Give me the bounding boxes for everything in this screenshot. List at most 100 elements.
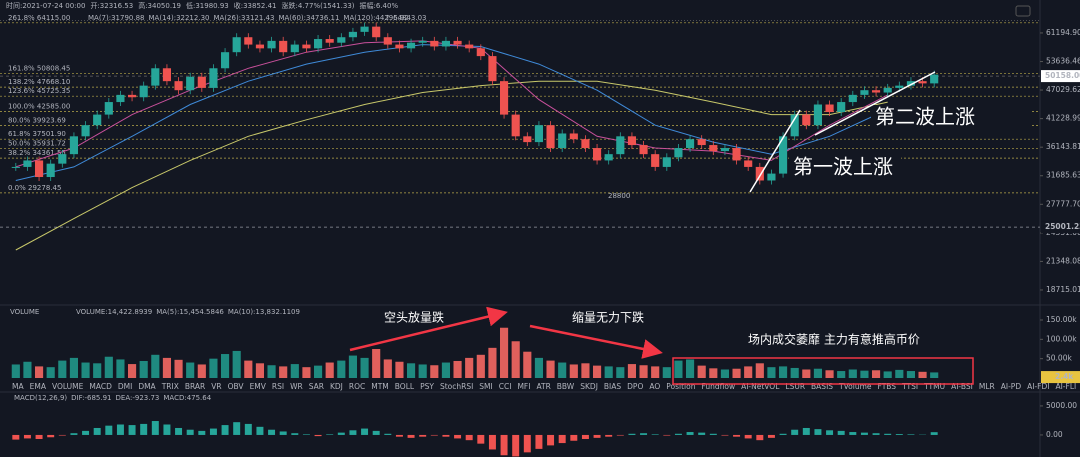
macd-legend: DIF:-685.91	[71, 394, 111, 402]
indicator-tab[interactable]: Position	[666, 382, 695, 391]
indicator-tab[interactable]: CCI	[499, 382, 512, 391]
candle	[778, 136, 788, 174]
volume-bar	[558, 362, 567, 378]
indicator-tab[interactable]: FTBS	[878, 382, 897, 391]
candle	[744, 160, 753, 167]
indicator-tab[interactable]: AO	[649, 382, 660, 391]
volume-bar	[81, 362, 90, 378]
macd-bar	[651, 434, 659, 435]
candle	[662, 157, 671, 167]
indicator-tab[interactable]: WR	[290, 382, 303, 391]
macd-bar	[686, 432, 694, 435]
y-tick-label: 21348.08	[1046, 256, 1080, 265]
indicator-tab[interactable]: TTSI	[901, 382, 918, 391]
candle	[581, 139, 590, 149]
macd-bar	[93, 427, 101, 435]
macd-bar	[12, 434, 20, 440]
volume-bar	[11, 364, 20, 378]
indicator-tab[interactable]: BRAR	[185, 382, 205, 391]
indicator-tab[interactable]: OBV	[228, 382, 245, 391]
candle	[837, 102, 846, 113]
candle	[372, 26, 381, 38]
indicator-tab[interactable]: TVolume	[838, 382, 872, 391]
volume-bar	[871, 370, 881, 378]
ma-legend: MA(26):33121.43	[213, 14, 274, 22]
ma-legend: MA(7):31790.88	[88, 14, 145, 22]
macd-bar	[70, 433, 78, 435]
candle	[220, 52, 230, 69]
indicator-tab[interactable]: AI-FDI	[1027, 382, 1049, 391]
volume-bar	[23, 361, 32, 378]
indicator-tab[interactable]: BIAS	[604, 382, 621, 391]
indicator-tab[interactable]: PSY	[420, 382, 434, 391]
indicator-tab[interactable]: SAR	[309, 382, 324, 391]
macd-bar	[465, 434, 473, 441]
indicator-tab[interactable]: KDJ	[330, 382, 343, 391]
indicator-tab[interactable]: BBW	[557, 382, 575, 391]
macd-bar	[767, 434, 775, 438]
indicator-tab[interactable]: MACD	[89, 382, 112, 391]
macd-bar	[779, 433, 787, 435]
candle	[441, 40, 451, 47]
indicator-tab[interactable]: EMV	[250, 382, 267, 391]
macd-bar	[895, 434, 903, 435]
candle	[848, 94, 857, 103]
macd-bar	[884, 433, 892, 435]
candle	[674, 148, 683, 158]
indicator-tab[interactable]: LSUR	[785, 382, 805, 391]
fib-label: 61.8% 37501.90	[8, 130, 66, 138]
annotation-bg	[871, 105, 1031, 131]
volume-bar	[337, 360, 346, 378]
volume-bar	[662, 367, 671, 378]
indicator-tab[interactable]: Fundflow	[701, 382, 735, 391]
indicator-tab[interactable]: EMA	[30, 382, 47, 391]
macd-bar	[640, 433, 648, 435]
fib-label: 50.0% 35931.72	[8, 139, 66, 147]
indicator-tab[interactable]: DPO	[627, 382, 643, 391]
indicator-tab[interactable]: SMI	[479, 382, 492, 391]
indicator-tab[interactable]: VR	[211, 382, 221, 391]
indicator-tab[interactable]: ROC	[349, 382, 365, 391]
macd-bar	[82, 430, 90, 435]
volume-bar	[139, 360, 148, 378]
candle	[488, 56, 497, 82]
indicator-tab[interactable]: StochRSI	[440, 382, 473, 391]
indicator-tab[interactable]: BASIS	[811, 382, 833, 391]
macd-bar	[930, 432, 938, 435]
indicator-tab[interactable]: ATR	[536, 382, 550, 391]
candle	[69, 136, 79, 155]
fib-label: 100.0% 42585.00	[8, 103, 70, 111]
volume-bar	[46, 367, 55, 378]
macd-bar	[256, 426, 264, 435]
volume-bar	[162, 357, 172, 378]
indicator-tab[interactable]: MFI	[517, 382, 530, 391]
candle	[325, 39, 334, 43]
candle	[360, 26, 369, 32]
indicator-tab[interactable]: AI-FLI	[1055, 382, 1076, 391]
y-tick-label: 31685.63	[1046, 171, 1080, 180]
candle	[116, 94, 125, 103]
indicator-tab[interactable]: AI-BSI	[951, 382, 973, 391]
indicator-tab[interactable]: VOLUME	[52, 382, 84, 391]
indicator-tab[interactable]: SKDJ	[580, 382, 598, 391]
indicator-tab[interactable]: DMA	[138, 382, 156, 391]
indicator-tab[interactable]: MA	[12, 382, 24, 391]
indicator-tab[interactable]: DMI	[118, 382, 132, 391]
indicator-tab[interactable]: AI-NetVOL	[741, 382, 780, 391]
indicator-tab[interactable]: TRIX	[161, 382, 179, 391]
indicator-tab[interactable]: MLR	[979, 382, 995, 391]
indicator-tab[interactable]: RSI	[272, 382, 284, 391]
macd-bar	[721, 434, 729, 436]
macd-bar	[628, 433, 636, 435]
menu-icon[interactable]	[1015, 5, 1031, 17]
volume-marker-label: 2.4k	[1055, 372, 1074, 381]
macd-bar	[291, 433, 299, 435]
info-item: 收:33852.41	[234, 1, 277, 10]
indicator-tab[interactable]: AI-PD	[1001, 382, 1022, 391]
indicator-tab[interactable]: BOLL	[395, 382, 415, 391]
indicator-tab[interactable]: MTM	[371, 382, 389, 391]
y-tick-label: 53636.46	[1046, 57, 1080, 66]
volume-bar	[151, 354, 160, 378]
indicator-tab[interactable]: TTMU	[923, 382, 945, 391]
